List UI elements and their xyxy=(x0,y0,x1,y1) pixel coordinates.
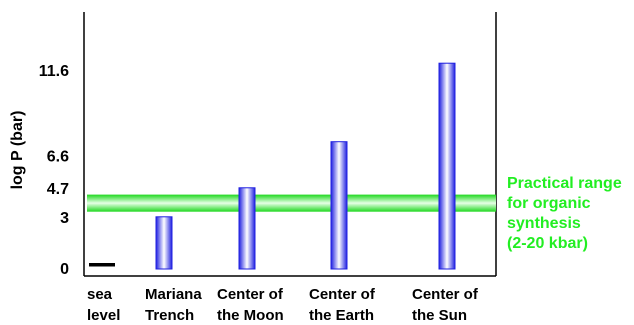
annotation-line: Practical range xyxy=(507,175,622,192)
practical-range-band-group xyxy=(87,194,496,212)
category-label: the Earth xyxy=(309,307,374,324)
y-axis-title: log P (bar) xyxy=(9,111,26,190)
bars xyxy=(89,62,456,270)
y-tick-label: 4.7 xyxy=(47,181,69,198)
category-label: Mariana xyxy=(145,286,202,303)
practical-range-annotation: Practical range for organic synthesis (2-20… xyxy=(507,175,622,252)
y-tick-label: 0 xyxy=(60,261,69,278)
category-label: the Moon xyxy=(217,307,284,324)
annotation-line: (2-20 kbar) xyxy=(507,235,588,252)
practical-range-band xyxy=(87,194,496,212)
category-label: sea xyxy=(87,286,113,303)
bar-sea-level xyxy=(89,263,115,267)
y-tick-labels: 0 3 4.7 6.6 11.6 xyxy=(39,63,69,278)
category-label: level xyxy=(87,307,120,324)
bar-1 xyxy=(155,216,173,270)
annotation-line: for organic xyxy=(507,195,591,212)
category-label: Trench xyxy=(145,307,194,324)
category-label: Center of xyxy=(217,286,284,303)
category-label: Center of xyxy=(412,286,479,303)
category-labels: sea level Mariana Trench Center of the Moon Ce… xyxy=(87,286,479,324)
bar-4 xyxy=(438,62,456,270)
y-tick-label: 3 xyxy=(60,210,69,227)
annotation-line: synthesis xyxy=(507,215,581,232)
y-tick-label: 6.6 xyxy=(47,148,69,165)
category-label: Center of xyxy=(309,286,376,303)
bar-2 xyxy=(238,187,256,270)
y-tick-label: 11.6 xyxy=(39,63,69,80)
bar-3 xyxy=(330,141,348,270)
category-label: the Sun xyxy=(412,307,467,324)
